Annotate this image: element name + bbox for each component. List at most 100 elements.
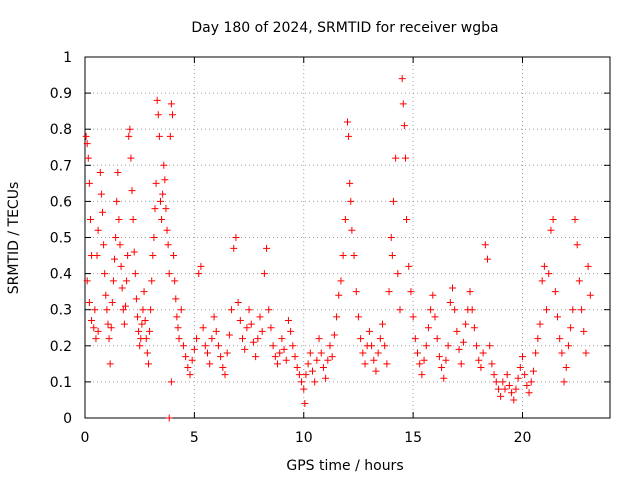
data-point xyxy=(94,327,102,335)
data-point xyxy=(317,349,325,357)
y-tick-label: 0.9 xyxy=(50,86,72,102)
data-point xyxy=(398,75,406,83)
data-point xyxy=(182,353,190,361)
data-point xyxy=(337,277,345,285)
data-point xyxy=(112,234,120,241)
data-point xyxy=(409,313,417,321)
data-point xyxy=(435,353,443,361)
data-point xyxy=(344,118,351,126)
plot-border xyxy=(84,56,611,419)
data-point xyxy=(204,349,211,357)
data-point xyxy=(274,360,281,368)
data-point xyxy=(245,306,253,314)
data-point xyxy=(214,342,222,350)
data-point xyxy=(405,262,413,270)
data-point xyxy=(399,100,407,108)
data-point xyxy=(155,132,163,140)
data-point xyxy=(315,335,323,343)
data-point xyxy=(451,306,459,314)
data-point xyxy=(212,327,220,335)
data-point xyxy=(368,342,376,350)
data-point xyxy=(300,385,308,393)
data-point xyxy=(560,378,568,386)
data-point xyxy=(313,356,321,364)
data-point xyxy=(130,248,138,256)
data-point xyxy=(271,353,279,361)
data-point xyxy=(508,389,516,397)
data-point xyxy=(416,360,424,368)
data-point xyxy=(144,360,152,368)
data-point xyxy=(84,154,92,162)
data-point xyxy=(523,382,531,390)
data-point xyxy=(326,342,334,350)
data-point xyxy=(265,306,273,314)
data-point xyxy=(132,295,140,303)
data-point xyxy=(352,288,360,296)
y-tick-label: 1 xyxy=(63,50,72,66)
data-point xyxy=(152,179,160,187)
data-point xyxy=(466,288,474,296)
data-point xyxy=(527,378,535,386)
data-point xyxy=(569,306,577,314)
data-point xyxy=(394,270,402,278)
data-point xyxy=(486,342,494,350)
data-point xyxy=(379,320,386,328)
data-point xyxy=(532,349,540,357)
data-point xyxy=(567,324,575,332)
data-point xyxy=(83,277,91,285)
data-point xyxy=(230,244,238,252)
data-point xyxy=(462,320,470,328)
data-point xyxy=(287,327,295,335)
data-point xyxy=(170,252,178,260)
data-point xyxy=(85,179,93,187)
data-point xyxy=(556,335,564,343)
data-point xyxy=(121,302,129,310)
data-point xyxy=(339,252,347,260)
data-point xyxy=(304,360,312,368)
data-point xyxy=(381,342,389,350)
y-tick-label: 0 xyxy=(63,411,72,427)
data-point xyxy=(501,385,509,393)
data-point xyxy=(324,356,332,364)
data-point xyxy=(571,215,579,223)
data-point xyxy=(388,252,396,260)
data-point xyxy=(455,345,463,353)
data-point xyxy=(111,255,119,263)
data-point xyxy=(208,335,216,343)
data-point xyxy=(392,154,400,162)
data-point xyxy=(383,360,391,368)
data-point xyxy=(151,205,159,213)
data-point xyxy=(97,190,105,198)
data-point xyxy=(92,335,100,343)
data-point xyxy=(167,378,175,386)
data-point xyxy=(330,331,338,339)
data-point xyxy=(440,374,448,382)
data-point xyxy=(345,132,353,140)
data-points xyxy=(82,75,594,422)
data-point xyxy=(414,349,421,357)
data-point xyxy=(319,363,327,371)
data-point xyxy=(389,197,397,205)
x-tick-label: 0 xyxy=(81,430,90,446)
data-point xyxy=(573,241,581,249)
data-point xyxy=(113,197,121,205)
x-tick-label: 20 xyxy=(514,430,532,446)
data-point xyxy=(247,320,255,328)
data-point xyxy=(525,389,533,397)
data-point xyxy=(400,122,408,130)
chart-title: Day 180 of 2024, SRMTID for receiver wgb… xyxy=(191,20,498,36)
data-point xyxy=(481,241,489,249)
data-point xyxy=(516,363,524,371)
data-point xyxy=(385,288,393,296)
data-point xyxy=(534,335,542,343)
data-point xyxy=(165,270,173,278)
data-point xyxy=(167,100,175,108)
data-point xyxy=(267,324,275,332)
data-point xyxy=(562,363,570,371)
data-point xyxy=(335,291,343,299)
data-point xyxy=(547,226,555,234)
data-point xyxy=(131,270,139,278)
data-point xyxy=(529,367,537,375)
data-point xyxy=(82,132,90,140)
